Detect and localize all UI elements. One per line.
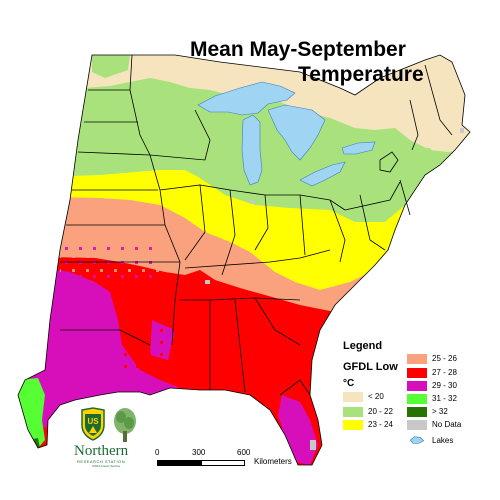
scale-unit: Kilometers	[254, 457, 292, 466]
legend-label: 27 - 28	[432, 368, 457, 377]
state-borders	[17, 54, 471, 466]
lake-swatch-icon	[409, 436, 425, 444]
org-tagline: USDA Forest Service	[92, 464, 121, 468]
map-title-line2: Temperature	[298, 63, 424, 86]
legend-swatch	[407, 368, 427, 378]
legend-label: 23 - 24	[368, 420, 393, 429]
legend-label: 25 - 26	[432, 354, 457, 363]
lake-erie	[299, 161, 346, 187]
legend-item-23-24: 23 - 24	[343, 419, 423, 431]
shield-text: US	[87, 417, 99, 426]
org-subtitle: RESEARCH STATION	[77, 459, 126, 464]
org-name: Northern	[74, 443, 129, 459]
legend-item-20-22: 20 - 22	[343, 406, 423, 418]
scale-segment-light	[201, 460, 245, 466]
legend-label: < 20	[368, 392, 384, 401]
zone-gt-32	[28, 438, 40, 448]
legend-model: GFDL Low	[343, 361, 398, 373]
legend-swatch	[407, 394, 427, 404]
legend-swatch	[407, 354, 427, 364]
scale-tick-300: 300	[192, 448, 206, 457]
zone-lt-20	[18, 55, 470, 152]
legend-heading: Legend	[343, 340, 383, 352]
map-title-line1: Mean May-September	[190, 38, 406, 61]
legend-item-29-30: 29 - 30	[407, 380, 487, 392]
organization-logo: US Northern RESEARCH STATION USDA Forest…	[74, 405, 144, 468]
lake-superior	[197, 81, 296, 116]
scale-segment-dark	[157, 460, 202, 466]
legend-label: 29 - 30	[432, 381, 457, 390]
lake-ontario	[341, 141, 376, 155]
legend-swatch	[407, 407, 427, 417]
legend-item-27-28: 27 - 28	[407, 367, 487, 379]
legend-swatch	[343, 420, 363, 430]
legend-label: No Data	[432, 420, 462, 429]
tree-icon	[114, 408, 136, 442]
great-lakes	[197, 81, 376, 187]
legend-item-lakes: Lakes	[407, 435, 487, 447]
legend-label: 31 - 32	[432, 394, 457, 403]
legend-item-no-data: No Data	[407, 419, 487, 431]
legend-item-25-26: 25 - 26	[407, 353, 487, 365]
lake-huron	[267, 104, 326, 161]
scale-tick-0: 0	[155, 448, 160, 457]
legend-swatch	[343, 407, 363, 417]
scale-bar: 0 300 600 Kilometers	[155, 448, 305, 478]
scale-tick-600: 600	[237, 448, 251, 457]
legend-swatch	[343, 392, 363, 402]
legend-label: Lakes	[432, 436, 454, 445]
legend-item-31-32: 31 - 32	[407, 393, 487, 405]
legend-label: > 32	[432, 407, 448, 416]
legend: Legend GFDL Low °C < 20 20 - 22 23 - 24 …	[343, 340, 493, 470]
legend-unit: °C	[343, 378, 355, 389]
zone-31-32	[18, 378, 45, 448]
legend-swatch	[407, 381, 427, 391]
legend-item-lt-20: < 20	[343, 391, 423, 403]
legend-swatch	[407, 420, 427, 430]
forest-service-shield-icon: US	[81, 407, 105, 441]
lake-michigan	[241, 114, 263, 186]
legend-label: 20 - 22	[368, 407, 393, 416]
legend-item-gt-32: > 32	[407, 406, 487, 418]
